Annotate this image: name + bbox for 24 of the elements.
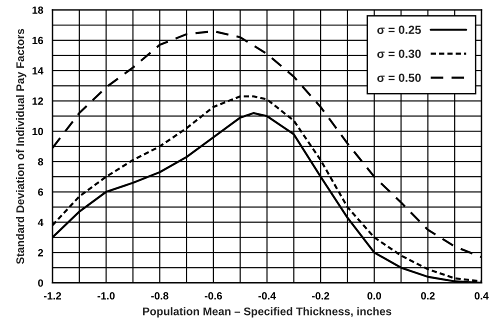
y-axis-title: Standard Deviation of Individual Pay Factors [16,28,26,264]
x-tick-label: -1.2 [44,292,62,300]
x-tick-label: -1.0 [98,292,115,300]
legend-label: σ = 0.25 [377,26,421,34]
x-tick-label: 0.2 [421,292,435,300]
legend-label: σ = 0.30 [377,50,421,58]
x-tick-label: 0.0 [367,292,382,300]
y-tick-label: 14 [32,67,44,74]
y-tick-label: 4 [38,218,44,226]
y-tick-label: 12 [32,97,44,105]
y-tick-label: 16 [32,36,44,44]
x-axis-title: Population Mean – Specified Thickness, inches [143,307,392,318]
x-tick-label: 0.4 [474,292,489,300]
x-tick-label: -0.6 [204,292,222,300]
y-tick-label: 8 [38,158,44,166]
x-tick-label: -0.8 [151,292,168,300]
y-tick-label: 6 [38,188,44,196]
x-tick-label: -0.4 [258,292,276,300]
y-tick-label: 0 [38,279,44,287]
y-tick-label: 2 [38,249,44,256]
x-tick-label: -0.2 [312,292,330,300]
y-tick-label: 10 [32,128,44,136]
legend-label: σ = 0.50 [377,74,421,82]
y-tick-label: 18 [32,6,44,14]
